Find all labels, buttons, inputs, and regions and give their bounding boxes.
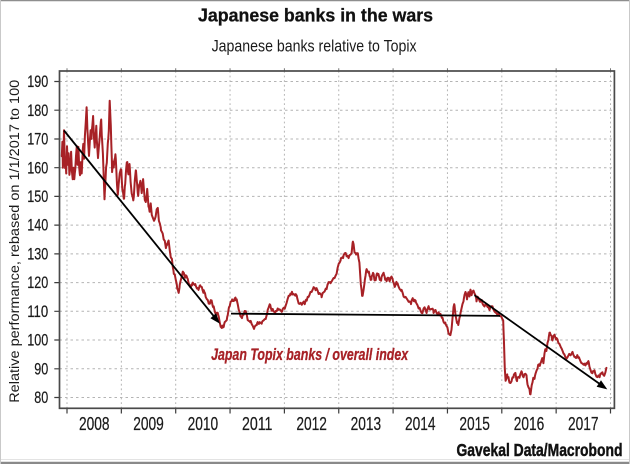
svg-text:2016: 2016: [514, 414, 545, 434]
svg-text:2010: 2010: [188, 414, 219, 434]
svg-text:Japan Topix banks / overall in: Japan Topix banks / overall index: [211, 346, 409, 364]
svg-text:2013: 2013: [351, 414, 382, 434]
svg-text:140: 140: [27, 216, 48, 235]
svg-text:Japanese banks in the wars: Japanese banks in the wars: [198, 5, 433, 26]
svg-text:120: 120: [27, 273, 48, 292]
svg-text:80: 80: [34, 388, 48, 407]
svg-text:180: 180: [27, 101, 48, 120]
svg-text:Japanese banks relative to Top: Japanese banks relative to Topix: [212, 37, 417, 56]
svg-text:2012: 2012: [296, 414, 327, 434]
svg-text:130: 130: [27, 245, 48, 264]
svg-text:Relative performance, rebased: Relative performance, rebased on 1/1/201…: [7, 80, 22, 403]
svg-text:110: 110: [27, 302, 48, 321]
svg-text:150: 150: [27, 187, 48, 206]
svg-text:2011: 2011: [242, 414, 273, 434]
svg-text:100: 100: [27, 331, 48, 350]
svg-text:Gavekal Data/Macrobond: Gavekal Data/Macrobond: [457, 440, 623, 460]
svg-text:2014: 2014: [405, 414, 436, 434]
svg-text:2017: 2017: [568, 414, 599, 434]
svg-text:190: 190: [27, 72, 48, 91]
svg-text:2015: 2015: [459, 414, 490, 434]
svg-text:170: 170: [27, 130, 48, 149]
svg-text:2009: 2009: [133, 414, 164, 434]
svg-text:160: 160: [27, 158, 48, 177]
svg-text:90: 90: [34, 359, 48, 378]
svg-text:2008: 2008: [79, 414, 110, 434]
